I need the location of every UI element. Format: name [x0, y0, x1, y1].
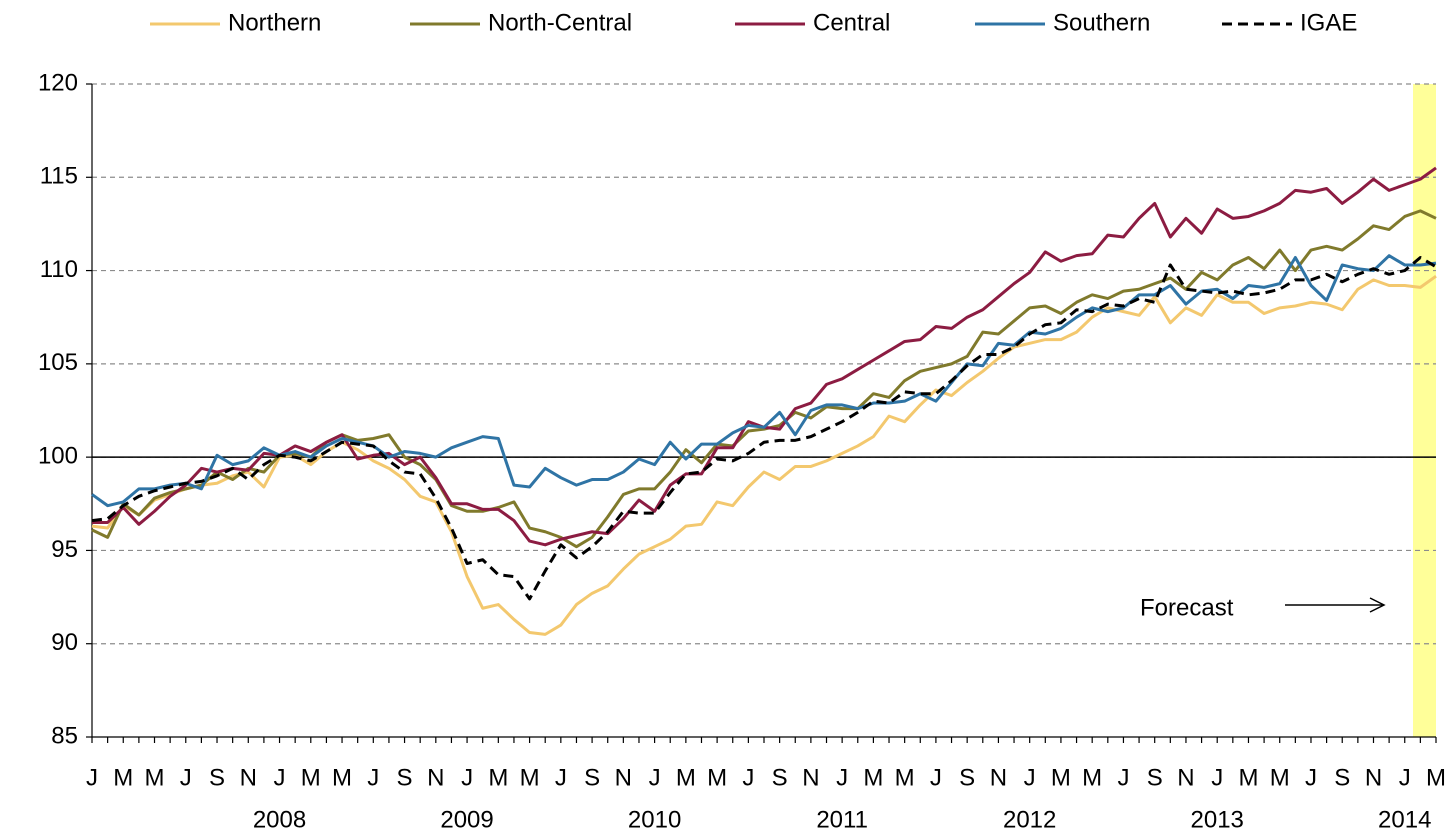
year-label: 2009 — [440, 806, 493, 833]
x-tick-label: J — [742, 764, 754, 791]
series-line — [91, 209, 1437, 549]
x-tick-label: J — [1117, 764, 1129, 791]
y-tick-label: 105 — [38, 349, 78, 376]
legend-label: IGAE — [1300, 9, 1357, 36]
x-tick-label: S — [584, 764, 600, 791]
x-tick-label: J — [930, 764, 942, 791]
x-tick-label: J — [86, 764, 98, 791]
legend-label: Northern — [228, 9, 321, 36]
x-tick-label: J — [180, 764, 192, 791]
x-tick-label: M — [488, 764, 508, 791]
x-tick-label: S — [1147, 764, 1163, 791]
x-tick-label: M — [1238, 764, 1258, 791]
y-tick-label: 115 — [40, 163, 78, 190]
x-tick-label: N — [615, 764, 632, 791]
annotation: Forecast — [1140, 594, 1234, 621]
x-tick-label: N — [240, 764, 257, 791]
x-tick-label: N — [990, 764, 1007, 791]
x-tick-label: J — [555, 764, 567, 791]
y-tick-label: 85 — [51, 722, 78, 749]
legend-label: North-Central — [488, 9, 632, 36]
x-tick-label: N — [1177, 764, 1194, 791]
legend-label: Southern — [1053, 9, 1150, 36]
year-label: 2013 — [1191, 806, 1244, 833]
y-tick-label: 95 — [51, 536, 78, 563]
x-tick-label: M — [676, 764, 696, 791]
x-tick-label: M — [301, 764, 321, 791]
x-tick-label: J — [274, 764, 286, 791]
year-label: 2010 — [628, 806, 681, 833]
x-tick-label: M — [145, 764, 165, 791]
year-label: 2008 — [253, 806, 306, 833]
x-tick-label: M — [895, 764, 915, 791]
x-tick-label: M — [863, 764, 883, 791]
series-line — [92, 166, 1437, 547]
x-tick-label: J — [1399, 764, 1411, 791]
year-label: 2011 — [816, 806, 868, 833]
x-tick-label: N — [427, 764, 444, 791]
year-label: 2014 — [1378, 806, 1431, 833]
y-tick-label: 110 — [40, 256, 78, 283]
forecast-band — [1413, 84, 1436, 737]
legend-label: Central — [813, 9, 890, 36]
x-tick-label: M — [332, 764, 352, 791]
forecast-arrow — [1285, 597, 1386, 613]
x-tick-label: N — [1365, 764, 1382, 791]
x-tick-label: J — [1305, 764, 1317, 791]
x-tick-label: J — [1211, 764, 1223, 791]
y-tick-label: 120 — [38, 69, 78, 96]
x-tick-label: J — [649, 764, 661, 791]
series-line — [91, 256, 1437, 601]
x-tick-label: S — [772, 764, 788, 791]
x-tick-label: M — [707, 764, 727, 791]
x-tick-label: M — [1426, 764, 1446, 791]
x-tick-label: J — [836, 764, 848, 791]
x-tick-label: S — [959, 764, 975, 791]
x-tick-label: J — [461, 764, 473, 791]
x-tick-label: J — [367, 764, 379, 791]
x-tick-label: M — [1270, 764, 1290, 791]
x-tick-label: M — [113, 764, 133, 791]
series-line — [91, 274, 1437, 636]
x-tick-label: S — [1334, 764, 1350, 791]
x-tick-label: M — [520, 764, 540, 791]
x-tick-label: S — [209, 764, 225, 791]
y-tick-label: 100 — [38, 442, 78, 469]
x-tick-label: M — [1051, 764, 1071, 791]
year-label: 2012 — [1003, 806, 1056, 833]
y-tick-label: 90 — [51, 629, 78, 656]
series-line — [91, 254, 1437, 508]
x-tick-label: J — [1024, 764, 1036, 791]
x-tick-label: N — [802, 764, 819, 791]
x-tick-label: S — [397, 764, 413, 791]
x-tick-label: M — [1082, 764, 1102, 791]
